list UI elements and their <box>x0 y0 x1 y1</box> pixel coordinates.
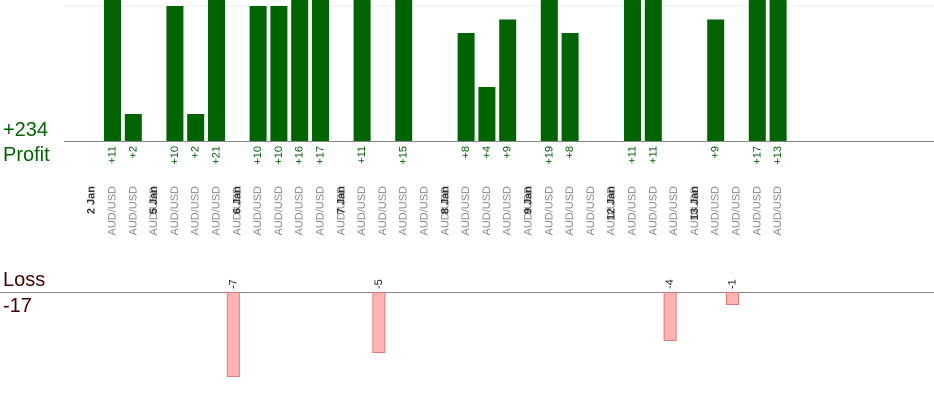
profit-value-label: +11 <box>356 146 368 164</box>
profit-bar <box>353 0 371 141</box>
category-label: AUD/USD <box>294 186 306 236</box>
category-label: AUD/USD <box>564 186 576 236</box>
profit-value-label: +17 <box>751 146 763 165</box>
date-label: 12 Jan <box>606 186 618 221</box>
profit-bar <box>644 0 662 141</box>
category-label: AUD/USD <box>751 186 763 236</box>
profit-value-label: +10 <box>169 146 181 165</box>
category-label: AUD/USD <box>439 186 451 236</box>
profit-bar <box>540 0 558 141</box>
profit-value-label: +4 <box>481 146 493 159</box>
category-label: AUD/USD <box>585 186 597 236</box>
category-label: AUD/USD <box>689 186 701 236</box>
date-label: 7 Jan <box>335 186 347 214</box>
profit-bar <box>457 33 475 141</box>
profit-value-label: +8 <box>460 146 472 159</box>
profit-label: Profit <box>3 144 50 166</box>
profit-bar <box>166 6 184 141</box>
profit-value-label: +9 <box>502 146 514 159</box>
date-label: 5 Jan <box>148 186 160 214</box>
profit-value-label: +16 <box>294 146 306 165</box>
category-label: AUD/USD <box>169 186 181 236</box>
profit-value-label: +2 <box>190 146 202 159</box>
loss-value-label: -1 <box>727 279 739 289</box>
profit-bar <box>769 0 787 141</box>
category-label: AUD/USD <box>647 186 659 236</box>
profit-bar <box>499 19 517 141</box>
loss-bar <box>726 292 739 305</box>
category-label: AUD/USD <box>107 186 119 236</box>
profit-value-label: +11 <box>647 146 659 164</box>
category-label: AUD/USD <box>252 186 264 236</box>
loss-value-label: -7 <box>227 279 239 289</box>
profit-bar <box>187 114 205 141</box>
loss-value-label: -5 <box>373 279 385 289</box>
category-label: AUD/USD <box>627 186 639 236</box>
category-label: AUD/USD <box>419 186 431 236</box>
category-label: AUD/USD <box>772 186 784 236</box>
loss-bar <box>226 292 240 377</box>
category-label: AUD/USD <box>710 186 722 236</box>
profit-bar <box>270 6 288 141</box>
category-label: AUD/USD <box>481 186 493 236</box>
profit-value-label: +11 <box>627 146 639 164</box>
loss-total: -17 <box>3 295 32 317</box>
profit-bar <box>312 0 329 141</box>
category-label: AUD/USD <box>377 186 389 236</box>
category-label: AUD/USD <box>211 186 223 236</box>
profit-value-label: +21 <box>211 146 223 165</box>
date-label: 6 Jan <box>231 186 243 214</box>
profit-value-label: +17 <box>315 146 327 165</box>
category-label: AUD/USD <box>460 186 472 236</box>
loss-label: Loss <box>3 269 46 291</box>
profit-value-label: +13 <box>772 146 784 165</box>
category-label: AUD/USD <box>127 186 139 236</box>
profit-bar <box>208 0 225 141</box>
profit-bar <box>748 0 766 141</box>
profit-bar <box>478 87 496 141</box>
profit-value-label: +10 <box>252 146 264 165</box>
category-label: AUD/USD <box>543 186 555 236</box>
profit-bar <box>395 0 413 141</box>
loss-value-label: -4 <box>664 279 676 289</box>
category-label: AUD/USD <box>668 186 680 236</box>
category-label: AUD/USD <box>315 186 327 236</box>
category-label: AUD/USD <box>231 186 243 236</box>
category-label: AUD/USD <box>190 186 202 236</box>
profit-value-label: +10 <box>273 146 285 165</box>
category-label: AUD/USD <box>731 186 743 236</box>
loss-bar <box>372 292 386 353</box>
category-label: AUD/USD <box>398 186 410 236</box>
profit-bar <box>624 0 641 141</box>
category-label: AUD/USD <box>502 186 514 236</box>
category-label: AUD/USD <box>523 186 535 236</box>
profit-bar <box>104 0 121 141</box>
profit-value-label: +9 <box>710 146 722 159</box>
category-label: AUD/USD <box>356 186 368 236</box>
profit-bar <box>249 6 267 141</box>
date-label: 2 Jan <box>86 186 98 214</box>
profit-value-label: +2 <box>127 146 139 159</box>
profit-value-label: +8 <box>564 146 576 159</box>
profit-bar <box>291 0 309 141</box>
date-label: 9 Jan <box>523 186 535 214</box>
date-label: 13 Jan <box>689 186 701 221</box>
profit-value-label: +19 <box>543 146 555 165</box>
profit-total: +234 <box>3 119 49 141</box>
category-label: AUD/USD <box>148 186 160 236</box>
profit-bar <box>707 19 725 141</box>
date-label: 8 Jan <box>439 186 451 214</box>
category-label: AUD/USD <box>606 186 618 236</box>
category-label: AUD/USD <box>273 186 285 236</box>
loss-bar <box>663 292 677 341</box>
profit-value-label: +15 <box>398 146 410 165</box>
profit-bar <box>561 33 579 141</box>
profit-value-label: +11 <box>107 146 119 164</box>
category-label: AUD/USD <box>335 186 347 236</box>
profit-bar <box>124 114 142 141</box>
